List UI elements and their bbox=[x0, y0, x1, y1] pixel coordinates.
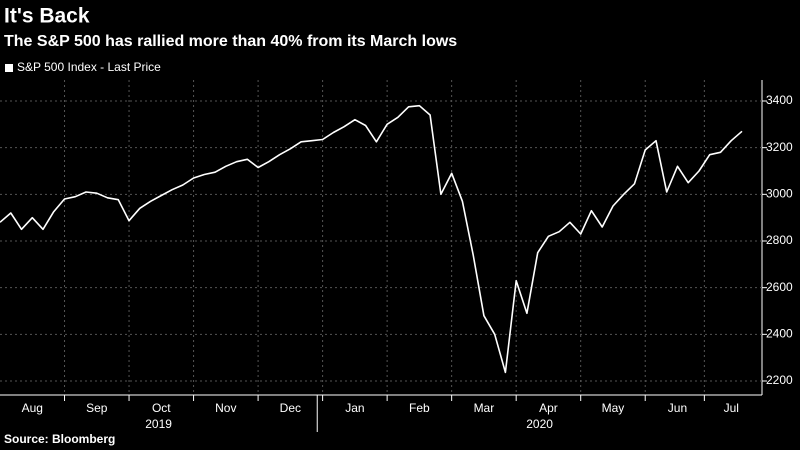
chart-title: It's Back bbox=[4, 5, 90, 28]
legend-swatch bbox=[5, 64, 13, 72]
y-tick-label: 2800 bbox=[766, 233, 793, 247]
x-tick-label: May bbox=[602, 401, 625, 415]
y-tick-label: 2400 bbox=[766, 327, 793, 341]
x-tick-label: Sep bbox=[86, 401, 108, 415]
x-tick-label: Mar bbox=[474, 401, 495, 415]
x-tick-label: Dec bbox=[280, 401, 301, 415]
year-label: 2019 bbox=[145, 417, 172, 431]
x-tick-label: Aug bbox=[22, 401, 43, 415]
x-tick-label: Jul bbox=[724, 401, 739, 415]
y-tick-label: 3400 bbox=[766, 93, 793, 107]
y-tick-label: 2200 bbox=[766, 373, 793, 387]
line-series bbox=[0, 104, 743, 374]
legend-label: S&P 500 Index - Last Price bbox=[17, 60, 161, 74]
chart-subtitle: The S&P 500 has rallied more than 40% fr… bbox=[4, 33, 457, 50]
source: Source: Bloomberg bbox=[4, 432, 115, 446]
y-tick-label: 2600 bbox=[766, 280, 793, 294]
x-tick-label: Feb bbox=[409, 401, 430, 415]
x-tick-label: Oct bbox=[152, 401, 171, 415]
y-tick-label: 3000 bbox=[766, 187, 793, 201]
x-tick-label: Nov bbox=[215, 401, 236, 415]
x-tick-label: Jan bbox=[345, 401, 364, 415]
y-tick-label: 3200 bbox=[766, 140, 793, 154]
x-tick-label: Apr bbox=[539, 401, 558, 415]
year-label: 2020 bbox=[526, 417, 553, 431]
x-tick-label: Jun bbox=[668, 401, 687, 415]
